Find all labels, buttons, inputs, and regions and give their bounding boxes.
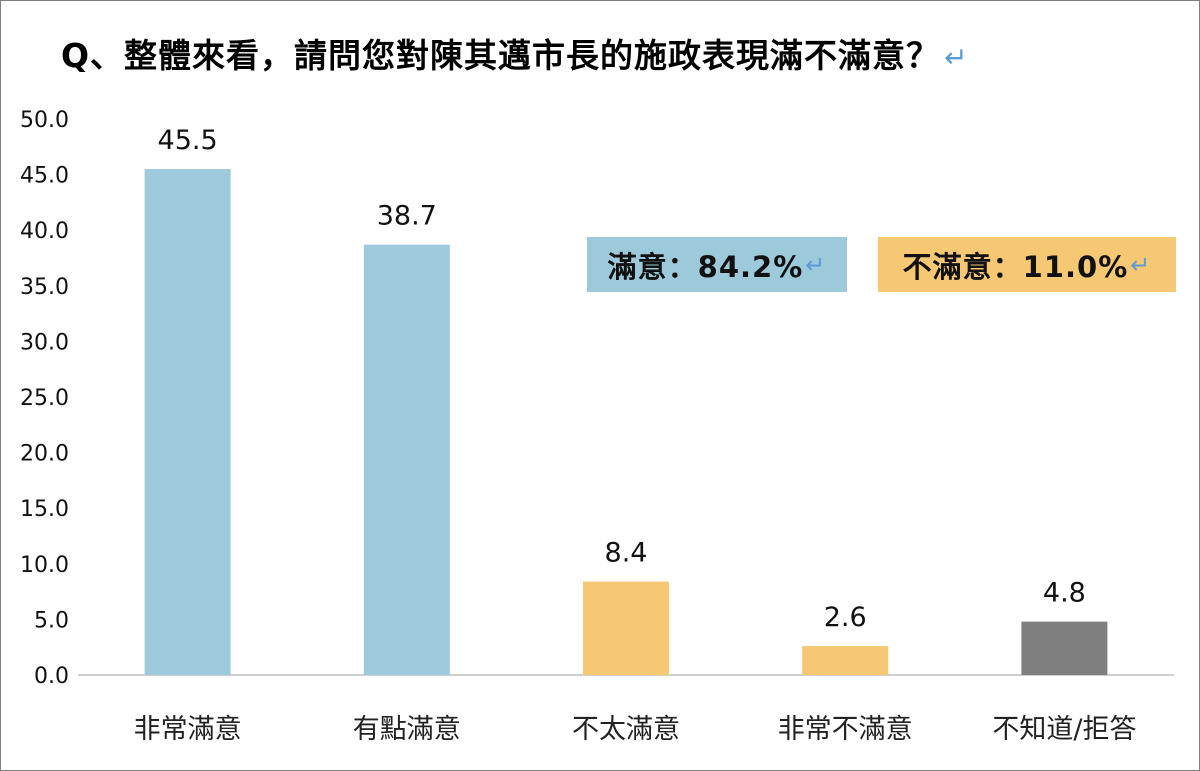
- x-tick-label: 有點滿意: [353, 714, 461, 745]
- y-tick-label: 40.0: [20, 219, 69, 244]
- y-tick-label: 25.0: [20, 386, 69, 411]
- x-tick-label: 非常不滿意: [778, 714, 913, 745]
- unsatisfied-summary-label: 不滿意：11.0%: [902, 249, 1129, 284]
- y-tick-label: 15.0: [20, 497, 69, 522]
- bar: [583, 581, 669, 675]
- x-tick-label: 不太滿意: [572, 714, 680, 745]
- y-axis: 0.0 5.0 10.0 15.0 20.0 25.0 30.0 35.0 40.0 45.0 50…: [20, 108, 69, 689]
- y-tick-label: 50.0: [20, 108, 69, 133]
- x-axis: 非常滿意 有點滿意 不太滿意 非常不滿意 不知道/拒答: [134, 714, 1137, 745]
- bars: 45.5 38.7 8.4 2.6 4.8: [144, 125, 1108, 676]
- x-tick-label: 不知道/拒答: [992, 714, 1136, 745]
- satisfied-summary-label: 滿意：84.2%: [607, 249, 804, 284]
- bar: [802, 646, 889, 675]
- y-tick-label: 20.0: [20, 442, 69, 467]
- return-mark-icon: ↵: [944, 41, 969, 74]
- bar: [1021, 621, 1108, 675]
- y-tick-label: 5.0: [34, 608, 69, 633]
- return-mark-icon: ↵: [805, 250, 827, 279]
- unsatisfied-summary-box: 不滿意：11.0% ↵: [878, 237, 1176, 292]
- data-label: 2.6: [824, 602, 867, 633]
- data-label: 45.5: [158, 125, 218, 156]
- x-tick-label: 非常滿意: [134, 714, 242, 745]
- data-label: 8.4: [605, 538, 648, 569]
- satisfied-summary-box: 滿意：84.2% ↵: [587, 237, 847, 292]
- data-label: 38.7: [377, 201, 437, 232]
- return-mark-icon: ↵: [1130, 250, 1152, 279]
- y-tick-label: 35.0: [20, 275, 69, 300]
- y-tick-label: 10.0: [20, 553, 69, 578]
- bar: [363, 244, 450, 675]
- y-tick-label: 30.0: [20, 330, 69, 355]
- y-tick-label: 0.0: [34, 664, 69, 689]
- data-label: 4.8: [1043, 578, 1086, 609]
- bar: [144, 169, 231, 676]
- chart-title: Q、整體來看，請問您對陳其邁市長的施政表現滿不滿意？ ↵: [61, 29, 969, 77]
- chart-title-text: Q、整體來看，請問您對陳其邁市長的施政表現滿不滿意？: [61, 36, 941, 75]
- y-tick-label: 45.0: [20, 164, 69, 189]
